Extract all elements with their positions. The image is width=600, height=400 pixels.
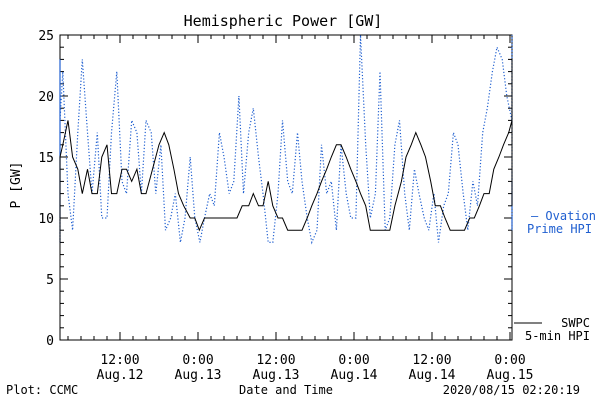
plot-frame <box>59 34 513 341</box>
series-swpc-line <box>59 59 513 243</box>
x-tick-date-label: Aug.14 <box>331 368 378 383</box>
y-tick-label: 10 <box>38 212 54 227</box>
x-axis-ticks: 12:00Aug.120:00Aug.1312:00Aug.130:00Aug.… <box>67 35 534 383</box>
x-tick-date-label: Aug.12 <box>97 368 144 383</box>
chart-title: Hemispheric Power [GW] <box>184 12 383 30</box>
x-tick-time-label: 0:00 <box>182 353 213 368</box>
legend-ovation-line1: — Ovation <box>531 209 596 223</box>
legend-swpc-line1: SWPC <box>561 316 590 330</box>
legend-ovation: — Ovation Prime HPI <box>527 209 596 236</box>
x-tick-time-label: 12:00 <box>256 353 295 368</box>
y-tick-label: 15 <box>38 151 54 166</box>
x-tick-date-label: Aug.13 <box>253 368 300 383</box>
x-tick-time-label: 0:00 <box>494 353 525 368</box>
x-tick-time-label: 12:00 <box>412 353 451 368</box>
x-tick-date-label: Aug.13 <box>175 368 222 383</box>
plot-timestamp: 2020/08/15 02:20:19 <box>443 383 580 397</box>
y-tick-label: 0 <box>46 334 54 349</box>
x-tick-date-label: Aug.14 <box>409 368 456 383</box>
legend-swpc-line2: 5-min HPI <box>525 329 590 343</box>
y-axis-ticks: 0 5 10 15 20 25 <box>38 29 512 349</box>
x-tick-date-label: Aug.15 <box>487 368 534 383</box>
series-layer <box>59 34 513 245</box>
x-tick-time-label: 12:00 <box>100 353 139 368</box>
x-tick-time-label: 0:00 <box>338 353 369 368</box>
x-axis-label: Date and Time <box>239 383 333 397</box>
legend-swpc: SWPC 5-min HPI <box>514 316 590 343</box>
series-ovation-line <box>59 34 513 245</box>
plot-credit: Plot: CCMC <box>6 383 78 397</box>
y-tick-label: 25 <box>38 29 54 44</box>
y-tick-label: 20 <box>38 90 54 105</box>
y-tick-label: 5 <box>46 273 54 288</box>
y-axis-label: P [GW] <box>9 162 24 209</box>
legend-ovation-line2: Prime HPI <box>527 222 592 236</box>
